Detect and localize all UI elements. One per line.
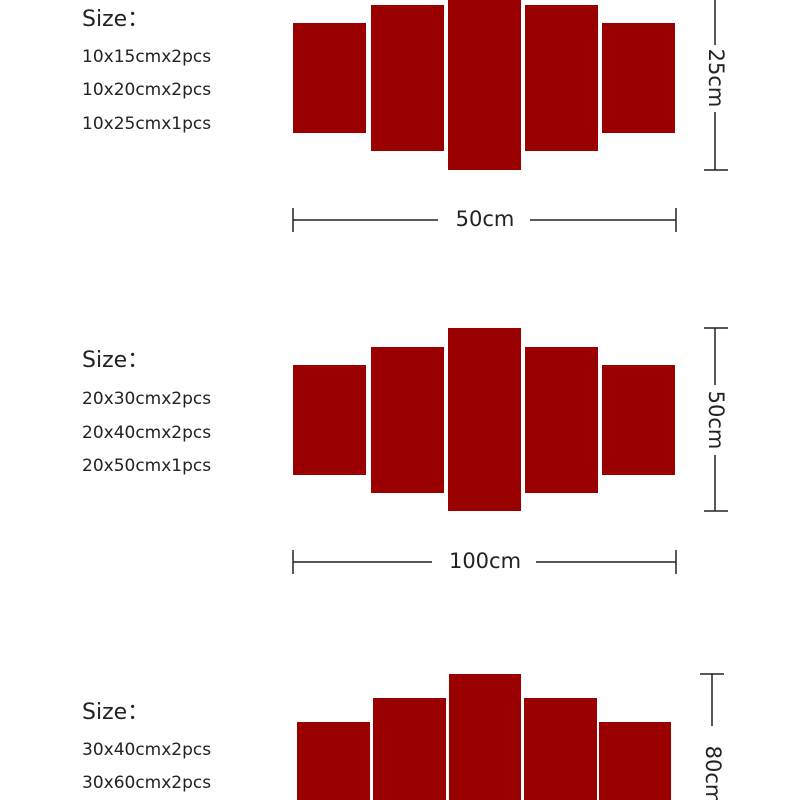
section: Size： 20x30cmx2pcs 20x40cmx2pcs 20x50cmx… [82,327,728,574]
panel [448,0,521,170]
size-line: 20x40cmx2pcs [82,423,211,443]
size-line: 30x60cmx2pcs [82,773,211,793]
height-dimension: 50cm [704,327,728,512]
size-line: 20x30cmx2pcs [82,389,211,409]
panel [599,722,671,800]
width-dimension: 50cm [292,207,677,232]
height-dimension: 25cm [704,0,728,171]
panel [371,347,444,493]
size-label: Size： [82,348,149,373]
height-dimension: 80cm [700,673,725,800]
panel [293,365,366,475]
size-line: 20x50cmx1pcs [82,456,211,476]
panel [525,347,598,493]
panel [293,23,366,133]
width-label: 100cm [449,549,521,573]
panel [297,722,370,800]
height-label: 25cm [704,49,728,108]
size-line: 30x40cmx2pcs [82,740,211,760]
size-line: 10x25cmx1pcs [82,114,211,134]
size-line: 10x15cmx2pcs [82,47,211,67]
panel [525,5,598,151]
panel [371,5,444,151]
section: Size： 30x40cmx2pcs 30x60cmx2pcs 80cm [82,673,725,800]
width-dimension: 100cm [292,549,677,574]
panel [602,365,675,475]
panel [602,23,675,133]
section: Size： 10x15cmx2pcs 10x20cmx2pcs 10x25cmx… [82,0,728,232]
size-line: 10x20cmx2pcs [82,80,211,100]
height-label: 50cm [704,391,728,450]
size-label: Size： [82,700,149,725]
panel [449,674,521,800]
height-label: 80cm [701,746,725,800]
panel [373,698,446,800]
width-label: 50cm [456,207,515,231]
size-label: Size： [82,7,149,32]
panel [448,328,521,511]
panel [524,698,597,800]
